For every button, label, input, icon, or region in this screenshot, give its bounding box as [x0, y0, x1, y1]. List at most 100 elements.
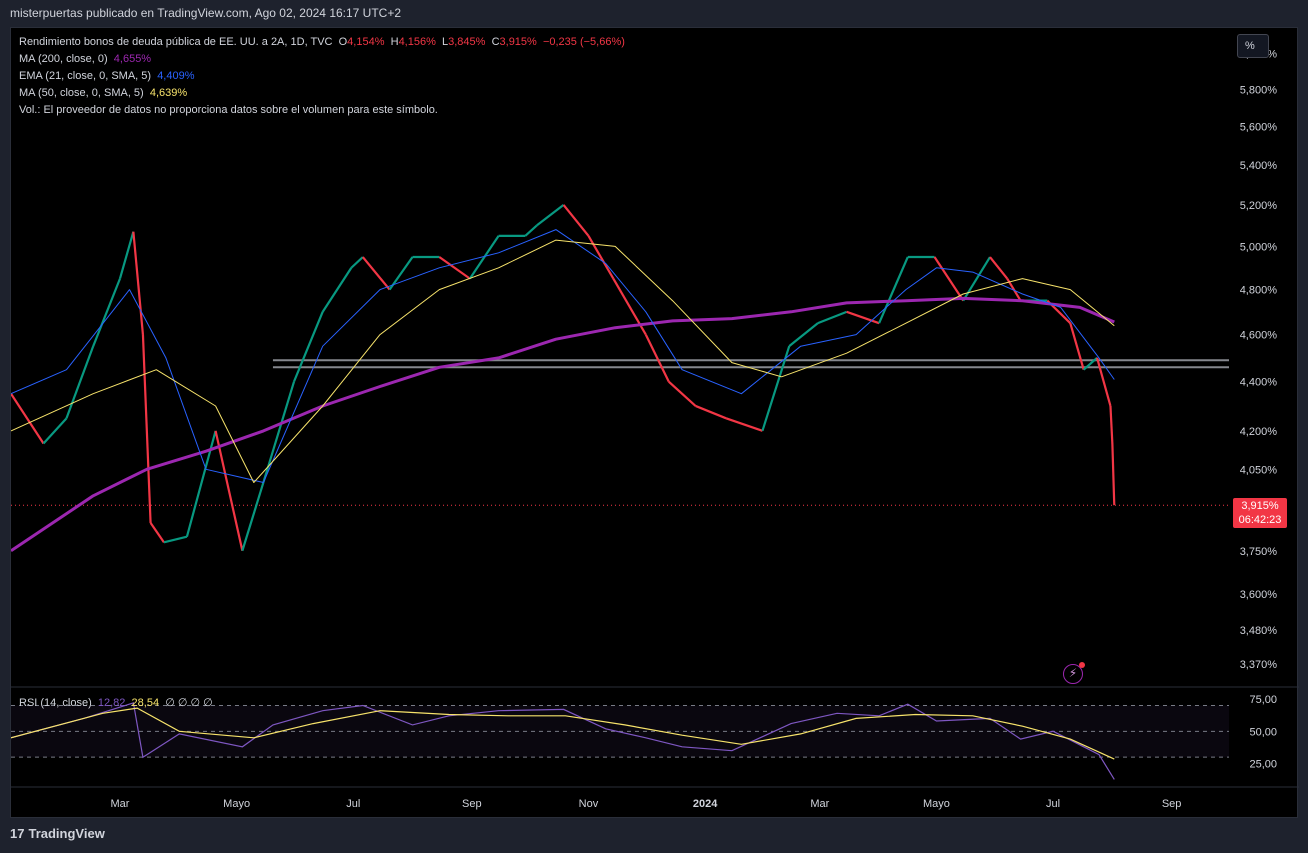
price-segment-2: [42, 417, 68, 445]
price-segment-11: [214, 430, 244, 551]
rsi-extra-values: ∅ ∅ ∅ ∅: [165, 697, 213, 709]
open-label: O: [338, 36, 348, 48]
symbol-legend-row: Rendimiento bonos de deuda pública de EE…: [19, 34, 625, 50]
price-axis-tick: 4,050%: [1240, 464, 1278, 476]
price-segment-17: [361, 256, 391, 291]
rsi-value: 12,82: [97, 697, 126, 709]
ema21-legend-row[interactable]: EMA (21, close, 0, SMA, 5) 4,409%: [19, 68, 195, 84]
time-axis-tick: Jul: [346, 798, 360, 810]
time-axis-tick: Mayo: [223, 798, 250, 810]
change-value: −0,235 (−5,66%): [542, 36, 625, 48]
ma50-line: [11, 239, 1115, 483]
time-axis-tick: 2024: [693, 798, 718, 810]
bar-countdown: 06:42:23: [1238, 514, 1282, 526]
ma50-value: 4,639%: [149, 87, 188, 99]
rsi-label: RSI (14, close): [19, 697, 92, 709]
volume-legend-row: Vol.: El proveedor de datos no proporcio…: [19, 102, 438, 118]
low-value: 3,845%: [448, 36, 486, 48]
price-segment-30: [695, 404, 727, 420]
time-axis-tick: Sep: [1162, 798, 1182, 810]
price-segment-44: [1069, 322, 1085, 370]
symbol-title[interactable]: Rendimiento bonos de deuda pública de EE…: [19, 36, 333, 48]
time-axis-tick: Mar: [111, 798, 130, 810]
ma200-line: [11, 296, 1115, 553]
ma50-label: MA (50, close, 0, SMA, 5): [19, 87, 144, 99]
close-label: C: [491, 36, 500, 48]
ema21-label: EMA (21, close, 0, SMA, 5): [19, 70, 152, 82]
price-segment-40: [989, 256, 1009, 280]
rsi-legend-row[interactable]: RSI (14, close) 12,82 28,54 ∅ ∅ ∅ ∅: [19, 696, 213, 709]
price-segment-45: [1082, 357, 1098, 371]
open-value: 4,154%: [347, 36, 385, 48]
chart-panel[interactable]: 6,000%5,800%5,600%5,400%5,200%5,000%4,80…: [10, 27, 1299, 819]
price-segment-7: [141, 334, 152, 523]
price-segment-34: [817, 310, 847, 325]
scale-unit-button[interactable]: %: [1237, 34, 1269, 58]
price-axis-tick: 4,800%: [1240, 285, 1278, 297]
price-axis-tick: 4,400%: [1240, 377, 1278, 389]
price-segment-33: [788, 322, 819, 348]
publication-header: misterpuertas publicado en TradingView.c…: [10, 6, 402, 20]
price-segment-46: [1096, 357, 1112, 407]
last-price-tag: 3,915% 06:42:23: [1233, 498, 1287, 528]
price-segment-4: [92, 278, 122, 347]
ma200-value: 4,655%: [113, 53, 152, 65]
price-segment-25: [562, 204, 590, 237]
high-value: 4,156%: [398, 36, 436, 48]
rsi-line: [11, 702, 1115, 780]
ma200-label: MA (200, close, 0): [19, 53, 108, 65]
rsi-axis-tick: 50,00: [1249, 726, 1277, 738]
price-axis-tick: 3,600%: [1240, 589, 1278, 601]
price-segment-35: [846, 310, 880, 325]
price-segment-5: [118, 231, 135, 279]
price-axis-tick: 5,600%: [1240, 121, 1278, 133]
price-segment-10: [185, 430, 217, 538]
time-axis-tick: Sep: [462, 798, 482, 810]
ma50-legend-row[interactable]: MA (50, close, 0, SMA, 5) 4,639%: [19, 85, 187, 101]
ema21-line: [11, 229, 1115, 483]
price-segment-24: [536, 204, 565, 227]
price-axis-tick: 3,480%: [1240, 625, 1278, 637]
price-segment-9: [163, 535, 188, 544]
price-segment-16: [350, 256, 364, 269]
tradingview-brand: 17 TradingView: [10, 826, 105, 841]
rsi-axis-tick: 25,00: [1249, 759, 1277, 771]
price-segment-23: [524, 224, 538, 237]
time-axis-tick: Mayo: [923, 798, 950, 810]
lightning-icon[interactable]: ⚡: [1063, 662, 1085, 684]
price-axis-tick: 5,000%: [1240, 241, 1278, 253]
price-segment-12: [241, 482, 265, 552]
high-label: H: [390, 36, 399, 48]
time-axis-tick: Nov: [579, 798, 599, 810]
last-price-value: 3,915%: [1241, 500, 1279, 512]
rsi-ma-value: 28,54: [131, 697, 160, 709]
tradingview-logo-icon: 17: [10, 826, 25, 841]
price-axis-tick: 5,800%: [1240, 84, 1278, 96]
price-axis-tick: 3,370%: [1240, 659, 1278, 671]
price-segment-26: [587, 235, 615, 280]
price-axis-tick: 4,600%: [1240, 330, 1278, 342]
ma200-legend-row[interactable]: MA (200, close, 0) 4,655%: [19, 51, 151, 67]
price-segment-28: [644, 334, 670, 383]
price-axis-tick: 4,200%: [1240, 426, 1278, 438]
price-segment-29: [668, 380, 697, 407]
price-segment-48: [1111, 443, 1116, 506]
time-axis-tick: Mar: [810, 798, 829, 810]
time-axis-tick: Jul: [1046, 798, 1060, 810]
price-segment-36: [878, 256, 909, 324]
price-axis-tick: 5,400%: [1240, 160, 1278, 172]
chart-canvas[interactable]: 6,000%5,800%5,600%5,400%5,200%5,000%4,80…: [11, 28, 1299, 819]
low-label: L: [442, 36, 449, 48]
price-segment-6: [132, 231, 145, 335]
price-segment-15: [321, 267, 353, 313]
price-segment-14: [292, 311, 324, 383]
price-segment-31: [725, 417, 763, 432]
ema21-value: 4,409%: [157, 70, 195, 82]
price-segment-32: [761, 345, 791, 432]
price-segment-1: [11, 393, 45, 445]
price-axis-tick: 3,750%: [1240, 546, 1278, 558]
brand-name: TradingView: [28, 826, 105, 841]
close-value: 3,915%: [499, 36, 537, 48]
volume-note: Vol.: El proveedor de datos no proporcio…: [19, 104, 438, 116]
price-segment-47: [1109, 405, 1114, 444]
